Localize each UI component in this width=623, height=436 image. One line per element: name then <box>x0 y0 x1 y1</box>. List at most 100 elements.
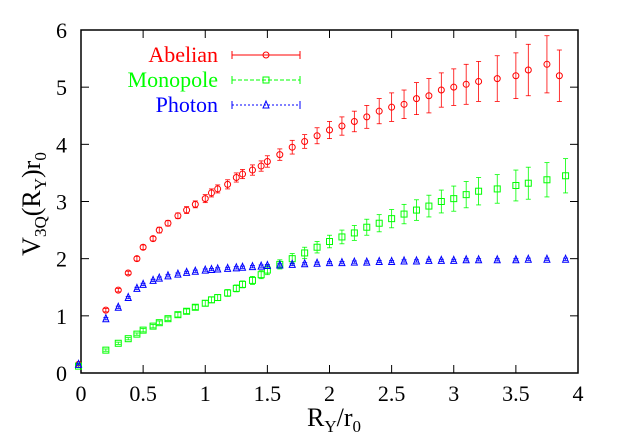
data-point <box>114 286 122 294</box>
data-point <box>512 181 520 189</box>
data-point <box>263 266 271 274</box>
data-point <box>257 260 265 270</box>
x-tick-label: 3.5 <box>502 381 530 406</box>
data-point <box>437 86 445 94</box>
data-point <box>191 200 199 208</box>
data-point <box>425 92 433 100</box>
data-point <box>350 256 359 266</box>
data-point <box>524 253 533 263</box>
data-point <box>174 268 182 278</box>
data-point <box>102 346 110 354</box>
data-point <box>363 256 371 266</box>
data-point <box>388 103 396 111</box>
data-point <box>450 83 458 91</box>
data-point <box>313 132 321 140</box>
y-tick-label: 3 <box>56 190 67 215</box>
data-point <box>155 319 163 327</box>
data-point <box>474 254 483 264</box>
data-point <box>149 275 157 284</box>
data-point <box>562 172 570 180</box>
data-point <box>263 260 272 270</box>
x-tick-label: 0.5 <box>129 381 157 406</box>
data-point <box>288 143 296 151</box>
data-point <box>400 210 408 218</box>
legend-label-monopole: Monopole <box>128 67 218 92</box>
data-point <box>74 359 83 368</box>
data-point <box>114 301 123 311</box>
series-monopole <box>75 158 570 370</box>
y-axis-title: V3Q(RY)r0 <box>17 152 50 256</box>
data-point <box>543 176 551 184</box>
y-tick-label: 2 <box>56 247 67 272</box>
data-point <box>350 117 358 125</box>
data-point <box>450 195 458 203</box>
data-point <box>155 272 164 282</box>
data-point <box>114 339 122 347</box>
data-point <box>239 170 247 178</box>
data-point <box>248 261 257 271</box>
data-point <box>223 263 232 272</box>
data-point <box>400 100 408 108</box>
data-point <box>493 185 501 193</box>
data-point <box>155 226 163 234</box>
x-axis: 0 0.5 1 1.5 2 2.5 3 3.5 4 <box>76 30 584 406</box>
data-point <box>214 185 222 193</box>
data-point <box>232 173 240 181</box>
legend-marker-monopole <box>262 76 270 84</box>
data-point <box>139 279 147 288</box>
data-point <box>475 187 483 195</box>
data-point <box>248 276 256 284</box>
data-point <box>288 259 296 268</box>
x-tick-label: 0 <box>76 381 87 406</box>
data-point <box>232 284 240 292</box>
data-point <box>276 259 284 269</box>
data-point <box>350 229 358 237</box>
data-point <box>213 263 222 273</box>
data-point <box>338 122 346 130</box>
data-point <box>375 107 383 115</box>
y-tick-label: 4 <box>56 132 67 157</box>
data-point <box>276 151 284 159</box>
data-point <box>133 283 141 292</box>
data-point <box>313 243 321 251</box>
data-point <box>288 255 296 263</box>
data-point <box>174 212 182 220</box>
data-point <box>102 306 110 314</box>
data-point <box>224 289 232 297</box>
y-axis: 0 1 2 3 4 5 6 <box>56 18 578 386</box>
series-photon <box>74 253 570 368</box>
x-tick-label: 2 <box>324 381 335 406</box>
data-point <box>375 219 383 227</box>
data-point <box>475 77 483 85</box>
data-point <box>248 166 256 174</box>
x-axis-title: RY/r0 <box>307 403 361 436</box>
data-point <box>139 326 147 334</box>
data-point <box>543 60 551 68</box>
data-point <box>412 95 420 103</box>
data-point <box>139 243 147 251</box>
data-point <box>102 313 110 323</box>
data-point <box>400 255 408 265</box>
x-tick-label: 1 <box>200 381 211 406</box>
data-point <box>133 255 141 263</box>
data-point <box>555 72 563 80</box>
data-point <box>512 254 520 264</box>
data-point <box>493 254 501 264</box>
data-point <box>437 198 445 205</box>
y-tick-label: 0 <box>56 361 67 386</box>
data-point <box>326 126 333 134</box>
data-point <box>524 66 532 74</box>
data-point <box>338 257 346 267</box>
legend-label-photon: Photon <box>156 92 218 117</box>
series-layer <box>74 35 570 370</box>
data-point <box>164 270 172 280</box>
data-point <box>182 267 191 276</box>
data-point <box>124 269 132 277</box>
data-point <box>412 255 421 265</box>
data-point <box>375 256 383 266</box>
data-point <box>149 235 157 243</box>
data-point <box>493 75 501 83</box>
data-point <box>363 113 371 121</box>
